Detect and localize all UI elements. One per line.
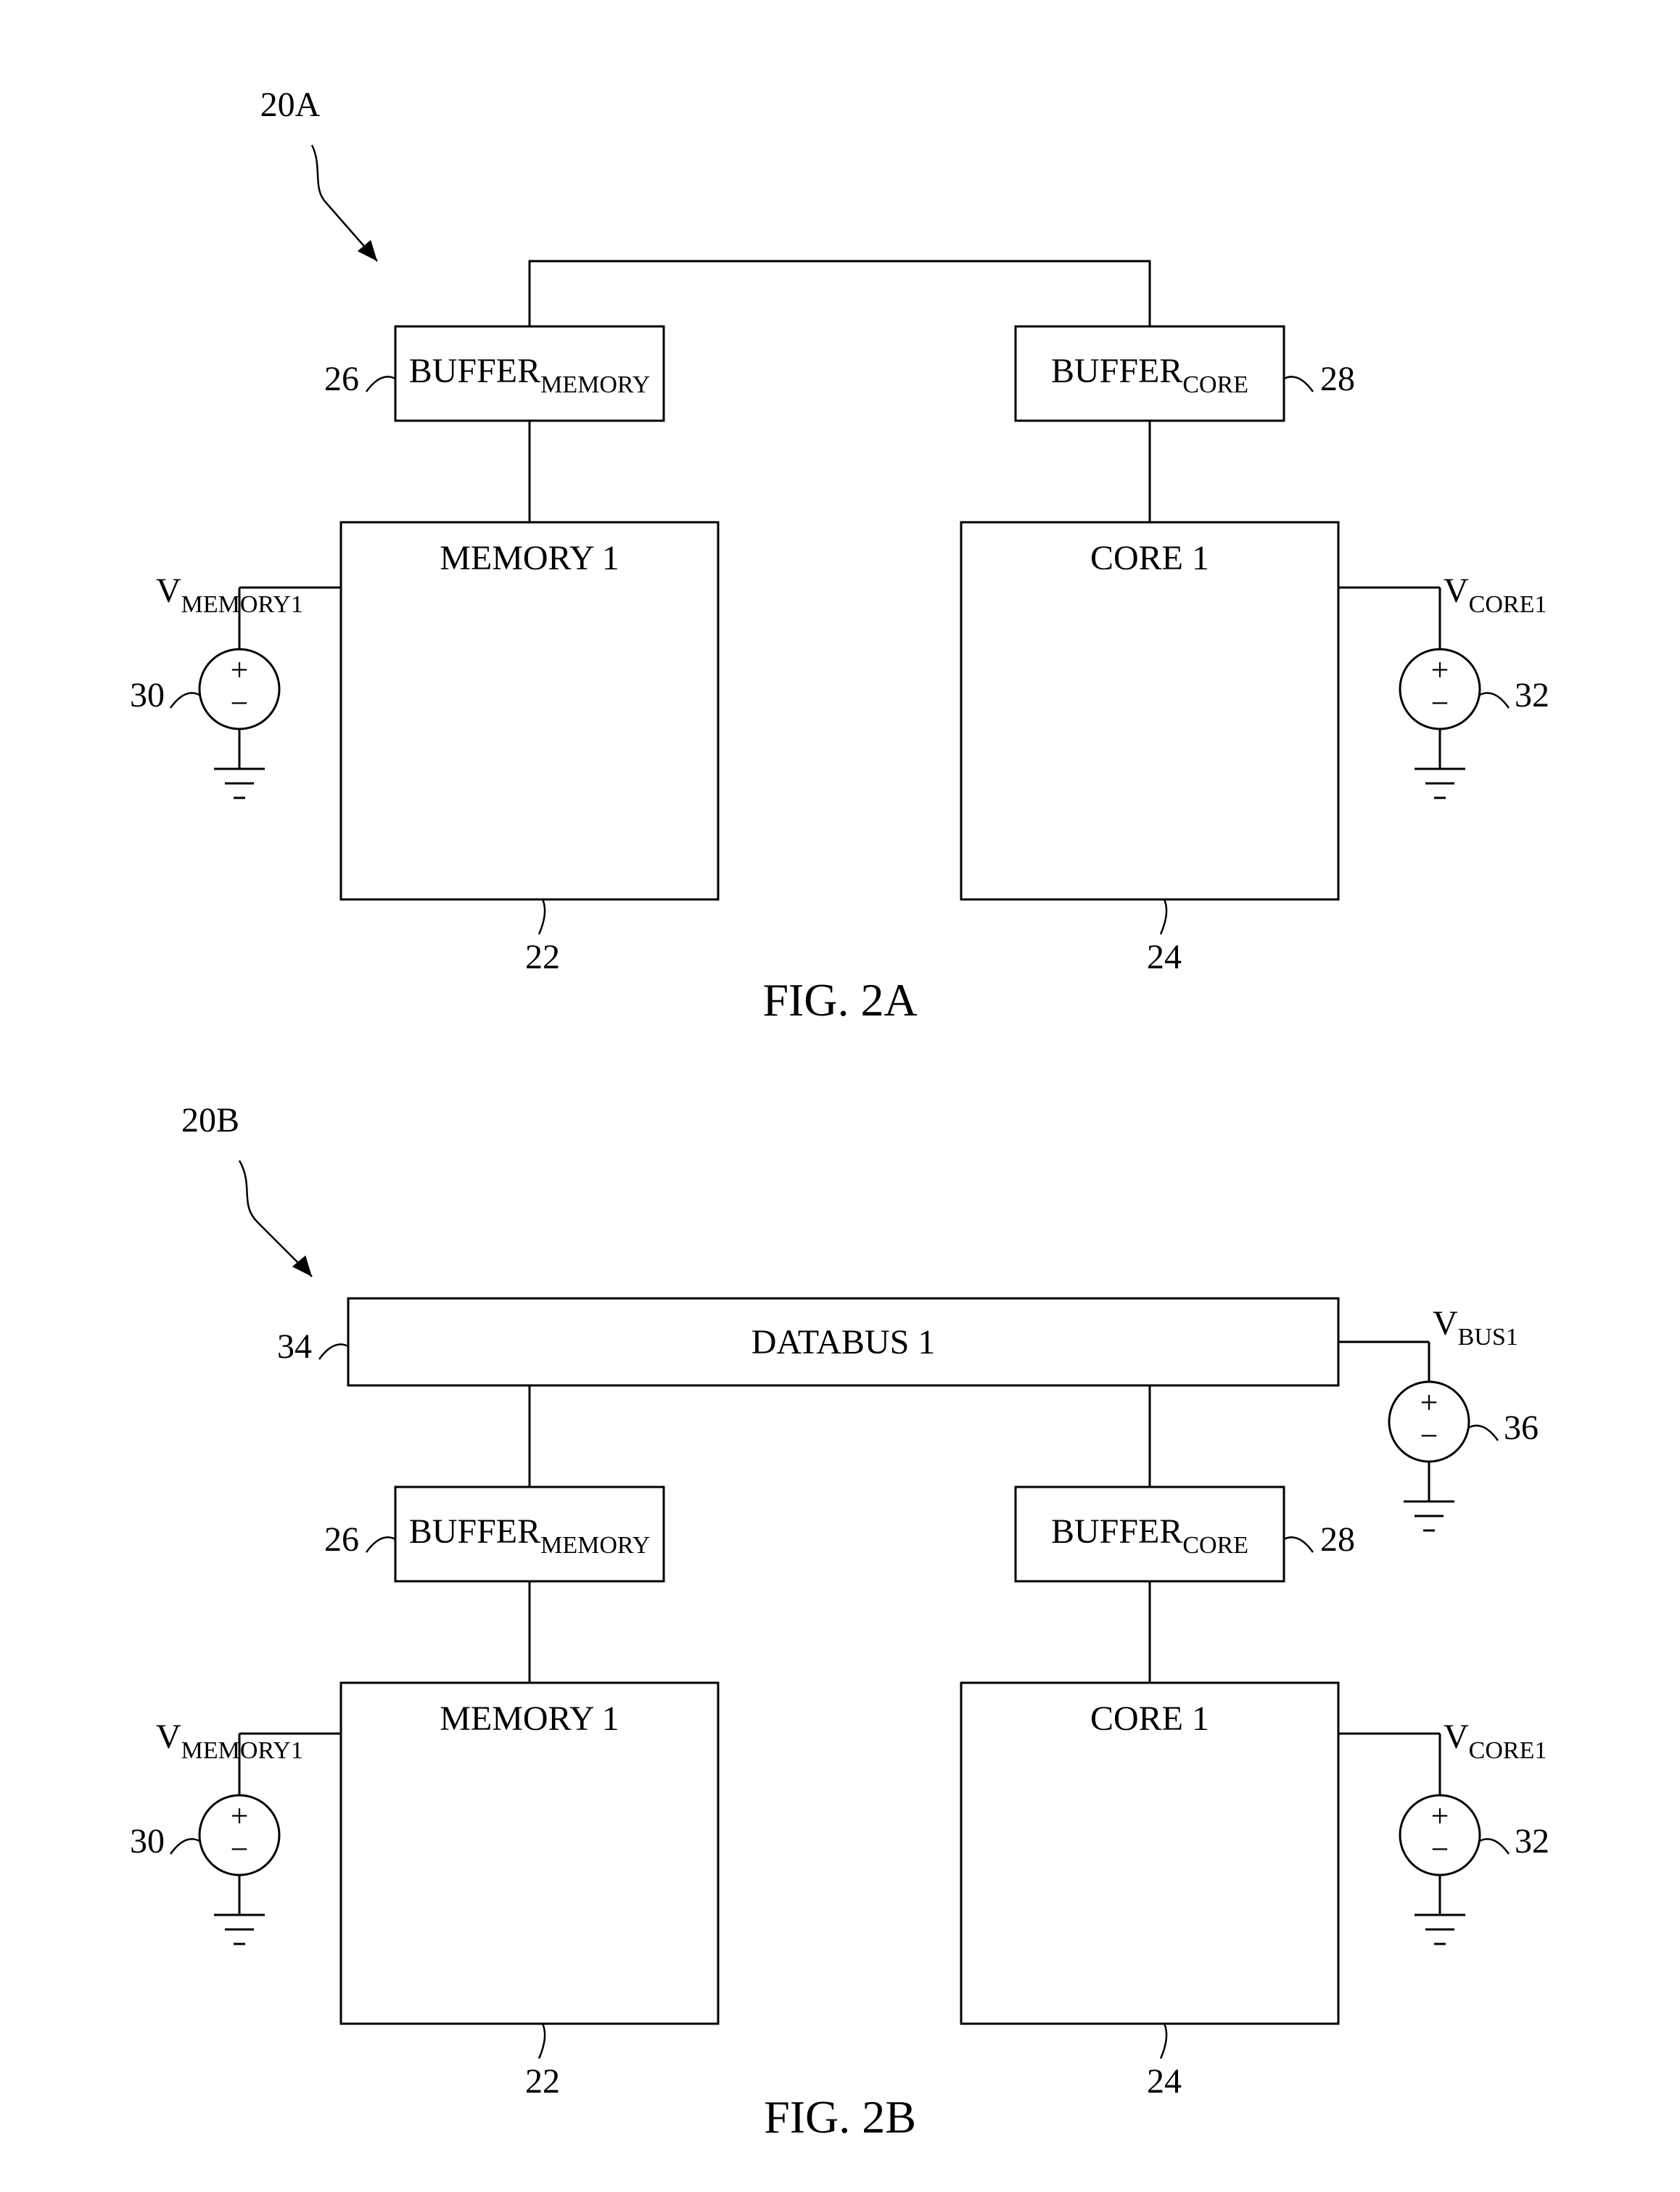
svg-text:+: + [231,1798,249,1834]
svg-text:30: 30 [130,676,165,714]
svg-text:VCORE1: VCORE1 [1444,572,1547,618]
svg-text:VMEMORY1: VMEMORY1 [156,1718,303,1764]
svg-text:VCORE1: VCORE1 [1444,1718,1547,1764]
svg-text:30: 30 [130,1822,165,1861]
svg-text:FIG. 2B: FIG. 2B [764,2091,916,2143]
svg-text:20B: 20B [181,1101,239,1140]
svg-text:28: 28 [1320,360,1355,398]
svg-text:FIG. 2A: FIG. 2A [762,974,917,1026]
svg-text:VBUS1: VBUS1 [1433,1304,1518,1351]
svg-text:DATABUS 1: DATABUS 1 [752,1323,936,1361]
svg-text:CORE 1: CORE 1 [1090,1699,1209,1738]
svg-text:−: − [1420,1418,1438,1454]
svg-text:32: 32 [1515,676,1549,714]
svg-text:32: 32 [1515,1822,1549,1861]
svg-text:CORE 1: CORE 1 [1090,539,1209,577]
svg-text:22: 22 [525,2062,560,2101]
svg-text:−: − [231,1832,249,1867]
svg-text:28: 28 [1320,1520,1355,1559]
svg-text:24: 24 [1147,2062,1182,2101]
svg-text:MEMORY 1: MEMORY 1 [440,1699,619,1738]
svg-text:+: + [231,652,249,688]
svg-text:24: 24 [1147,938,1182,976]
svg-text:−: − [1431,685,1449,721]
svg-text:20A: 20A [260,86,321,124]
svg-text:26: 26 [324,360,359,398]
svg-text:26: 26 [324,1520,359,1559]
svg-text:VMEMORY1: VMEMORY1 [156,572,303,618]
svg-text:34: 34 [277,1327,312,1366]
svg-text:−: − [1431,1832,1449,1867]
svg-text:−: − [231,685,249,721]
svg-text:MEMORY 1: MEMORY 1 [440,539,619,577]
svg-text:+: + [1420,1385,1438,1420]
svg-text:+: + [1431,1798,1449,1834]
svg-text:22: 22 [525,938,560,976]
svg-text:+: + [1431,652,1449,688]
svg-text:36: 36 [1504,1409,1539,1447]
